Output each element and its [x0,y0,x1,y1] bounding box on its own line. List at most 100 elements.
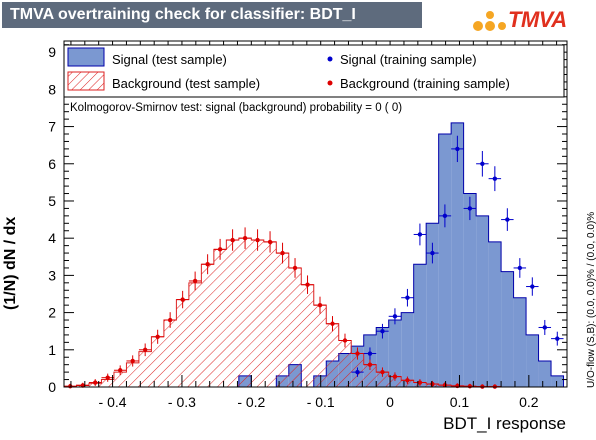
background-train-point [380,369,385,375]
background-test-bar [251,240,264,387]
background-test-bar [213,249,227,387]
signal-test-bar [426,223,439,387]
x-axis-label: BDT_I response [443,414,566,433]
background-train-point [417,380,423,385]
plot-frame [63,40,568,388]
background-test-bar [138,351,152,387]
background-test-bar [201,264,214,387]
signal-test-bar [476,215,489,387]
x-tick-label: - 0.1 [307,394,335,410]
x-tick-label: 0.1 [450,394,470,410]
background-train-point [467,384,473,389]
background-test-bar [226,240,239,387]
signal-test-bar [451,122,464,388]
signal-test-bar [538,360,552,387]
background-train-point [367,362,373,367]
legend-background-train: Background (training sample) [340,76,510,91]
background-test-bar [388,376,402,387]
legend-signal-test: Signal (test sample) [112,52,227,67]
y-tick-label: 3 [48,267,56,283]
background-train-point [317,302,323,308]
background-train-point [292,265,298,271]
signal-train-point [480,161,485,166]
signal-train-point [405,295,410,300]
x-tick-label: 0.2 [519,394,539,410]
background-train-point [93,380,98,385]
background-test-bar [376,372,389,387]
legend-signal-train: Signal (training sample) [340,52,477,67]
background-train-point [180,297,185,302]
x-tick-label: - 0.4 [99,394,127,410]
background-test-bar [263,241,277,387]
signal-train-point [542,325,547,330]
y-tick-label: 6 [48,156,56,172]
background-test-bar [101,379,114,387]
background-train-point [117,368,123,373]
background-test-bar [176,299,189,387]
background-test-bar [151,336,164,387]
signal-test-bar [401,312,414,387]
signal-test-bar [526,334,539,387]
y-tick-label: 2 [48,305,56,321]
background-test-bar [326,323,339,387]
background-test-bar [338,340,352,387]
tmva-logo-icon [473,11,506,31]
background-test-bar [276,253,289,387]
signal-test-bar [388,320,402,387]
y-tick-label: 8 [48,81,56,97]
background-train-point [167,317,173,323]
background-test-bar [313,305,327,387]
background-train-point [130,358,135,364]
background-train-point [430,381,435,387]
background-test-bar [163,320,177,387]
background-train-point [217,247,223,252]
signal-test-bar [501,271,514,387]
legend-box [63,44,565,98]
legend-signal-train-marker [327,56,333,62]
signal-test-bar [463,193,477,387]
background-train-point [230,237,235,243]
y-tick-label: 1 [48,342,56,358]
tmva-logo: TMVA [470,6,588,36]
y-tick-label: 4 [48,230,56,246]
ks-test-text: Kolmogorov-Smirnov test: signal (backgro… [70,102,403,114]
y-tick-label: 7 [48,119,56,135]
background-test-bar [288,267,302,387]
background-train-point [205,262,210,267]
signal-train-point [417,232,423,237]
background-train-point [155,334,160,339]
y-tick-label: 5 [48,193,56,209]
legend-signal-test-swatch [67,47,105,67]
signal-train-point [355,369,360,375]
background-test-bar [126,362,139,387]
y-axis-label: (1/N) dN / dx [2,216,19,310]
legend-background-train-marker [327,80,333,86]
background-train-point [192,278,198,284]
signal-train-point [367,351,373,356]
signal-test-bar [551,375,564,387]
plot-title: TMVA overtraining check for classifier: … [2,2,422,28]
background-train-point [242,235,248,241]
signal-train-point [492,176,498,181]
signal-train-point [505,217,510,222]
signal-test-bar [413,264,427,387]
background-train-point [330,321,335,326]
background-train-point [342,338,348,343]
signal-train-point [517,265,523,271]
background-test-bar [301,284,314,387]
background-test-bar [113,372,127,387]
background-train-point [142,347,148,352]
background-train-point [105,375,110,380]
background-train-point [405,378,410,383]
legend-background-test: Background (test sample) [112,76,261,91]
background-train-point [267,239,273,245]
signal-train-point [555,336,560,341]
overflow-note: U/O-flow (S,B): (0.0, 0.0)% / (0.0, 0.0)… [586,211,596,388]
x-tick-label: - 0.2 [237,394,265,410]
y-tick-label: 0 [48,379,56,395]
signal-train-point [442,213,448,219]
background-test-bar [363,364,377,387]
signal-train-point [392,314,398,319]
tmva-logo-text: TMVA [508,7,567,32]
